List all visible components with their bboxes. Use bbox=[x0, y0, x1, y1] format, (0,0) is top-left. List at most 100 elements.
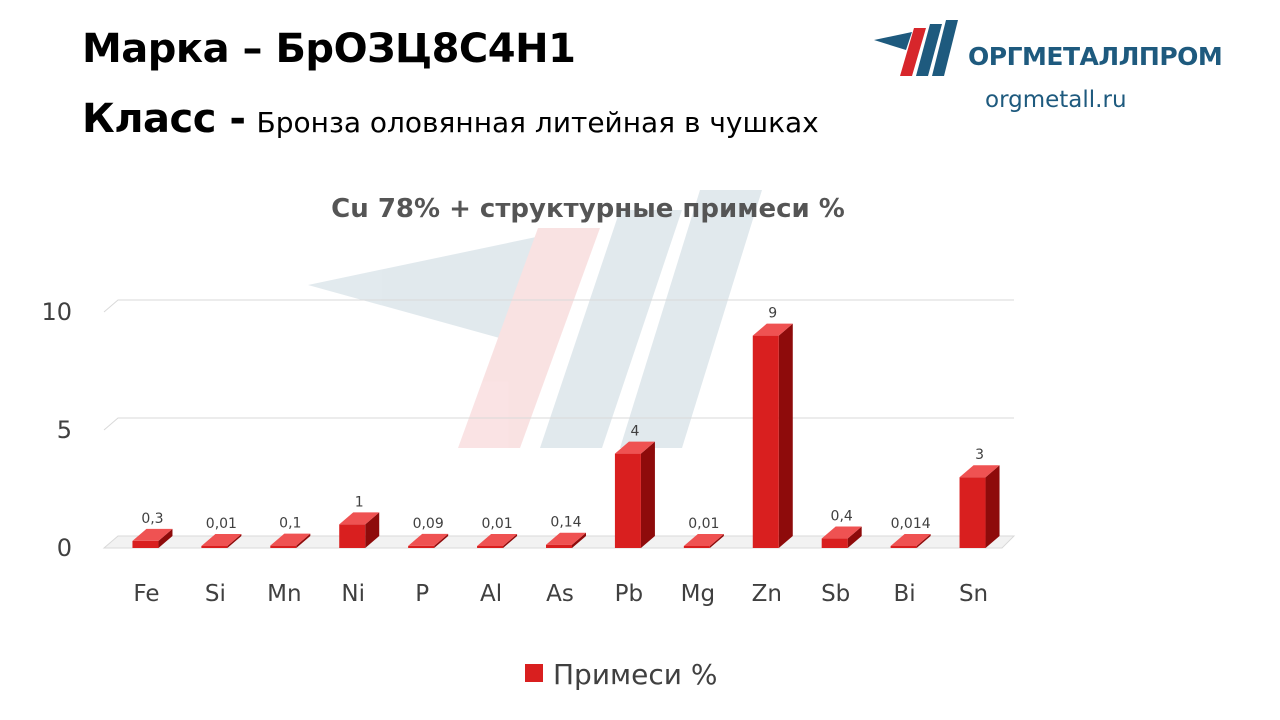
bar-front bbox=[339, 524, 366, 548]
x-tick-label: Sn bbox=[959, 581, 988, 607]
grid-line bbox=[103, 417, 1014, 431]
bar-front bbox=[201, 546, 228, 548]
bar-top bbox=[890, 534, 931, 546]
bar-side bbox=[503, 534, 518, 548]
bar-front bbox=[821, 538, 848, 548]
data-label: 0,4 bbox=[831, 509, 853, 525]
bar-top bbox=[614, 441, 655, 454]
bar-side bbox=[916, 534, 931, 548]
data-label: 0,1 bbox=[279, 516, 301, 532]
bar-top bbox=[821, 526, 862, 539]
y-axis-ticks: 0 5 10 bbox=[41, 298, 72, 562]
bar-top bbox=[959, 465, 1000, 478]
legend: Примеси % bbox=[525, 658, 717, 691]
data-label: 0,3 bbox=[141, 511, 163, 527]
bar-side bbox=[847, 526, 862, 548]
bar-as: 0,14 bbox=[546, 515, 586, 548]
data-label: 0,14 bbox=[550, 515, 581, 531]
y-tick-label: 0 bbox=[57, 534, 72, 562]
bar-side bbox=[158, 528, 173, 548]
watermark-logo bbox=[308, 190, 762, 448]
bar-side bbox=[640, 441, 655, 548]
bar-bi: 0,014 bbox=[891, 516, 931, 548]
data-label: 0,01 bbox=[206, 516, 237, 532]
bar-side bbox=[365, 512, 380, 548]
data-label: 0,09 bbox=[413, 516, 444, 532]
bar-al: 0,01 bbox=[477, 516, 518, 548]
bar-front bbox=[614, 453, 641, 548]
x-tick-label: Mn bbox=[267, 581, 301, 607]
data-label: 9 bbox=[768, 306, 777, 322]
x-tick-label: Zn bbox=[752, 581, 782, 607]
y-tick-label: 10 bbox=[41, 298, 72, 326]
logo-name: ОРГМЕТАЛЛПРОМ bbox=[968, 42, 1223, 71]
x-tick-label: Ni bbox=[341, 581, 365, 607]
x-tick-label: Sb bbox=[821, 581, 850, 607]
x-axis-ticks: Fe Si Mn Ni P Al As Pb Mg Zn Sb Bi Sn bbox=[133, 581, 988, 607]
data-label: 4 bbox=[630, 424, 639, 440]
bar-front bbox=[683, 546, 710, 548]
bar-top bbox=[201, 534, 242, 546]
bar-side bbox=[572, 532, 586, 548]
chart-title: Cu 78% + структурные примеси % bbox=[331, 194, 845, 224]
bar-top bbox=[477, 534, 518, 546]
data-label: 3 bbox=[975, 447, 984, 463]
bar-side bbox=[778, 323, 793, 548]
bar-mg: 0,01 bbox=[683, 516, 724, 548]
x-tick-label: P bbox=[415, 581, 429, 607]
bar-side bbox=[709, 534, 724, 548]
bar-sb: 0,4 bbox=[821, 509, 862, 548]
bar-si: 0,01 bbox=[201, 516, 242, 548]
bar-front bbox=[959, 477, 986, 548]
x-tick-label: Fe bbox=[133, 581, 159, 607]
bar-side bbox=[227, 534, 242, 548]
grade-label: Марка bbox=[82, 26, 230, 72]
bar-side bbox=[985, 465, 1000, 548]
bar-top bbox=[339, 512, 380, 525]
bar-top bbox=[270, 533, 311, 546]
x-tick-label: Pb bbox=[615, 581, 643, 607]
bar-ni: 1 bbox=[339, 494, 380, 548]
company-logo: ОРГМЕТАЛЛПРОМ orgmetall.ru bbox=[872, 14, 1252, 124]
grade-value: – БрОЗЦ8С4Н1 bbox=[242, 26, 576, 72]
logo-mark-icon bbox=[874, 20, 958, 76]
x-tick-label: Bi bbox=[894, 581, 916, 607]
bar-top bbox=[408, 533, 449, 546]
bar-p: 0,09 bbox=[408, 516, 449, 548]
bar-top bbox=[546, 532, 586, 545]
logo-url: orgmetall.ru bbox=[985, 87, 1127, 113]
legend-swatch bbox=[525, 664, 543, 682]
data-label: 0,01 bbox=[688, 516, 719, 532]
bar-mn: 0,1 bbox=[270, 516, 311, 548]
x-tick-label: Si bbox=[205, 581, 226, 607]
bar-front bbox=[270, 545, 297, 548]
data-label: 0,01 bbox=[481, 516, 512, 532]
x-tick-label: As bbox=[546, 581, 574, 607]
bar-fe: 0,3 bbox=[132, 511, 173, 548]
legend-label: Примеси % bbox=[553, 658, 717, 691]
grid-line bbox=[103, 299, 1014, 313]
bar-side bbox=[296, 533, 311, 548]
bar-pb: 4 bbox=[614, 424, 655, 548]
grid-lines bbox=[103, 299, 1014, 431]
bar-top bbox=[683, 534, 724, 546]
x-tick-label: Mg bbox=[681, 581, 715, 607]
class-value: Бронза оловянная литейная в чушках bbox=[256, 106, 819, 139]
bar-side bbox=[434, 533, 449, 548]
bar-front bbox=[408, 545, 435, 548]
bar-front bbox=[752, 335, 779, 548]
bar-front bbox=[132, 540, 159, 548]
x-tick-label: Al bbox=[480, 581, 502, 607]
bar-top bbox=[752, 323, 793, 336]
bar-front bbox=[477, 546, 504, 548]
bar-front bbox=[546, 544, 572, 548]
grade-title: Марка – БрОЗЦ8С4Н1 bbox=[82, 26, 576, 72]
data-label: 0,014 bbox=[891, 516, 931, 532]
bar-top bbox=[132, 528, 173, 541]
class-label: Класс - bbox=[82, 96, 246, 142]
y-tick-label: 5 bbox=[57, 416, 72, 444]
bars: 0,3 0,01 0,1 1 0,09 0,01 0,14 4 0,01 9 0,4 0,014 3 bbox=[132, 306, 1000, 548]
data-label: 1 bbox=[355, 494, 364, 510]
class-title: Класс - Бронза оловянная литейная в чушк… bbox=[82, 96, 819, 142]
